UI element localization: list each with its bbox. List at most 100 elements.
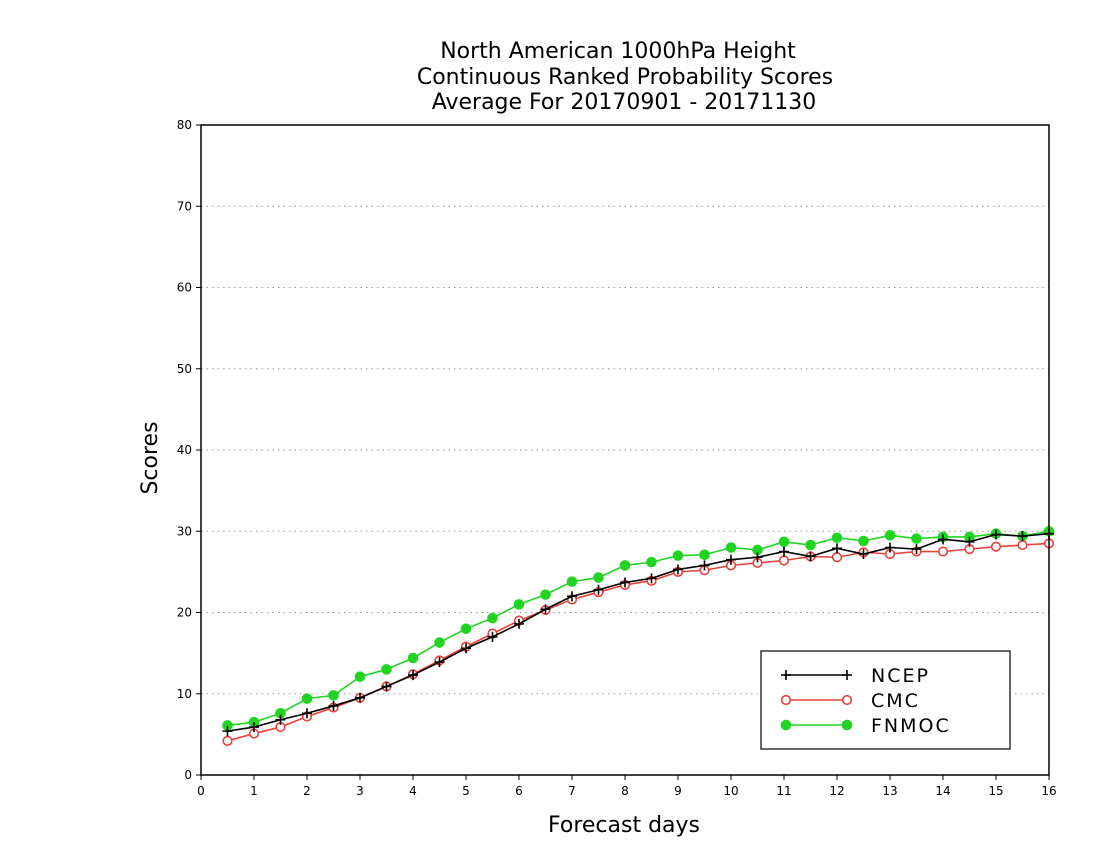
title-line-3: Average For 20170901 - 20171130 [432,90,817,115]
y-tick-label-50: 50 [177,362,192,376]
legend-marker-start-fnmoc [780,719,792,731]
point-fnmoc-5 [354,671,366,682]
point-fnmoc-13 [566,576,578,587]
y-tick-label-30: 30 [177,524,192,538]
point-ncep-25 [885,542,895,553]
legend-marker-start-cmc [780,694,792,706]
point-cmc-27 [937,546,949,557]
x-tick-label-6: 6 [515,784,523,798]
point-fnmoc-24 [858,535,869,547]
y-tick-label-40: 40 [177,443,192,457]
point-ncep-29 [991,529,1001,540]
point-ncep-14 [593,584,604,595]
point-fnmoc-4 [328,690,339,701]
point-fnmoc-12 [540,589,551,600]
x-axis-label: Forecast days [548,813,700,838]
point-fnmoc-21 [778,536,790,548]
y-tick-label-20: 20 [177,606,192,620]
point-ncep-13 [567,591,577,602]
point-fnmoc-3 [301,693,313,704]
series-fnmoc [222,525,1055,731]
point-fnmoc-10 [487,612,498,624]
legend-label-ncep: NCEP [871,665,930,687]
legend-label-cmc: CMC [871,690,920,712]
x-tick-label-8: 8 [621,784,629,798]
point-ncep-8 [434,657,445,668]
point-ncep-22 [805,551,816,562]
x-tick-label-2: 2 [303,784,311,798]
point-ncep-12 [540,604,551,615]
point-ncep-18 [699,560,710,571]
point-fnmoc-22 [805,539,816,551]
point-ncep-3 [302,708,312,719]
point-fnmoc-9 [460,623,472,635]
point-fnmoc-16 [646,556,657,568]
point-cmc-23 [831,552,843,563]
legend-item-ncep: NCEP [781,665,930,687]
point-ncep-6 [381,681,392,692]
point-fnmoc-7 [407,652,419,664]
y-tick-label-0: 0 [184,768,192,782]
x-tick-label-0: 0 [197,784,205,798]
point-fnmoc-18 [699,549,710,561]
y-tick-label-60: 60 [177,281,192,295]
x-tick-label-14: 14 [935,784,950,798]
legend-marker-start-ncep [781,670,791,680]
point-fnmoc-8 [434,637,445,648]
point-ncep-20 [752,552,763,563]
point-fnmoc-6 [381,664,392,675]
point-ncep-16 [646,573,657,584]
y-axis: 0 10 20 30 40 50 60 70 80 [177,118,201,782]
series-ncep [222,528,1054,737]
point-ncep-27 [938,534,948,545]
point-fnmoc-26 [911,533,922,544]
point-ncep-21 [779,546,789,557]
point-fnmoc-15 [619,560,631,571]
title-line-2: Continuous Ranked Probability Scores [417,65,833,90]
legend-label-fnmoc: FNMOC [871,715,951,737]
x-tick-label-3: 3 [356,784,364,798]
x-tick-label-4: 4 [409,784,417,798]
x-tick-label-15: 15 [988,784,1003,798]
y-axis-label: Scores [138,421,163,494]
x-tick-label-10: 10 [723,784,738,798]
point-cmc-0 [222,735,233,746]
grid [201,205,1049,695]
point-ncep-28 [964,536,975,547]
point-ncep-24 [858,549,869,559]
point-cmc-21 [778,555,790,566]
legend-item-fnmoc: FNMOC [780,715,951,737]
legend-marker-end-ncep [842,670,852,680]
point-cmc-30 [1017,539,1028,551]
point-fnmoc-23 [831,532,843,544]
point-ncep-15 [620,577,630,588]
x-tick-label-11: 11 [776,784,791,798]
point-ncep-10 [487,631,498,642]
x-tick-label-5: 5 [462,784,470,798]
x-tick-label-13: 13 [882,784,897,798]
point-cmc-29 [990,541,1002,552]
point-ncep-17 [673,564,683,575]
x-tick-label-7: 7 [568,784,576,798]
legend-marker-end-fnmoc [841,719,853,731]
series-layer [222,525,1055,746]
legend-marker-end-cmc [841,694,853,706]
point-ncep-1 [249,722,259,733]
point-fnmoc-11 [513,599,525,610]
legend-item-cmc: CMC [780,690,920,712]
point-ncep-19 [726,554,736,565]
chart-title: North American 1000hPa Height Continuous… [417,39,833,115]
point-ncep-4 [328,700,339,711]
legend: NCEP CMC FNMOC [760,650,1011,750]
point-fnmoc-19 [725,542,737,553]
point-ncep-26 [911,544,922,555]
y-tick-label-10: 10 [177,687,192,701]
x-tick-label-12: 12 [829,784,844,798]
point-ncep-11 [514,618,524,629]
x-tick-label-1: 1 [250,784,258,798]
point-ncep-9 [461,643,471,654]
x-tick-label-9: 9 [674,784,682,798]
point-ncep-23 [832,543,842,554]
point-ncep-0 [222,726,233,737]
